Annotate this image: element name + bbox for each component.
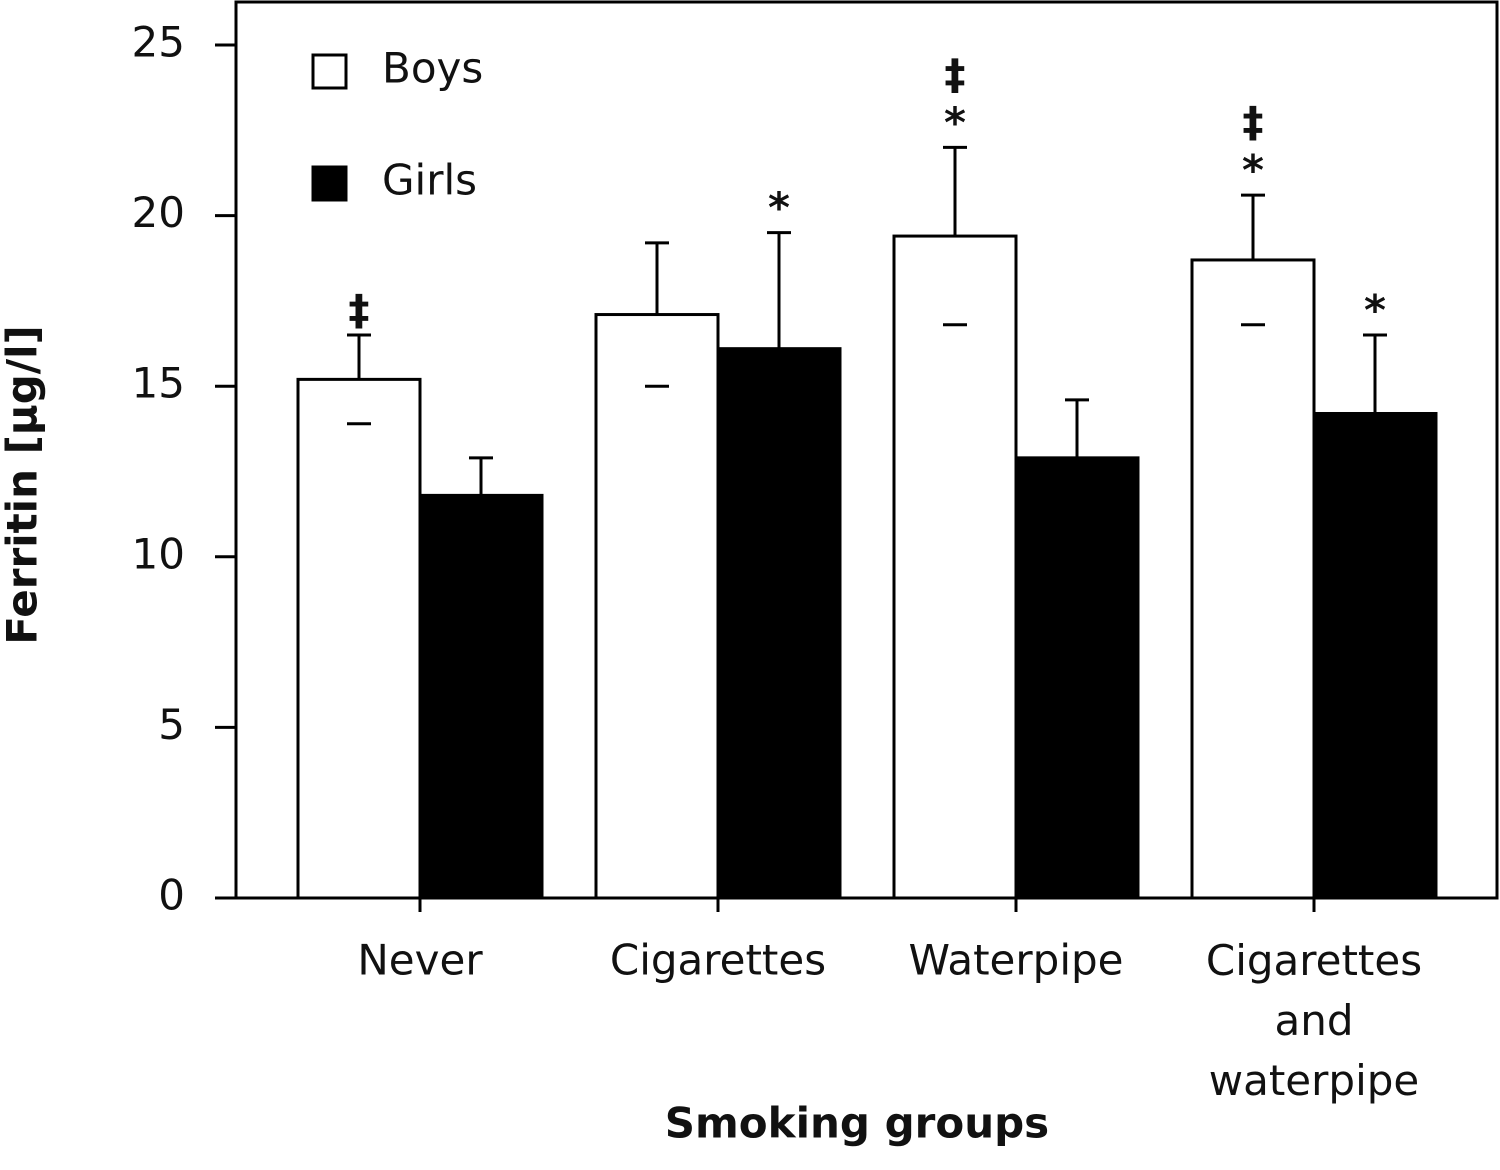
y-tick-label: 15 [132,359,185,408]
bar [1312,411,1438,900]
significance-marker: ‡ [349,286,370,335]
legend-swatch [311,165,348,202]
legend-label: Girls [382,156,477,205]
bar [418,493,544,900]
bar [594,313,720,900]
significance-marker: ‡ [1243,98,1264,147]
bar [1014,456,1140,900]
x-tick-label: Cigarettes [610,936,826,985]
significance-marker: ‡ [945,50,966,99]
y-tick-label: 5 [158,700,185,749]
significance-marker: * [1364,286,1386,335]
y-tick-label: 20 [132,188,185,237]
x-tick-label: Cigarettes and waterpipe [1206,936,1422,1105]
bar [892,234,1018,900]
x-tick-label: Waterpipe [909,936,1124,985]
significance-marker: * [944,98,966,147]
bar [296,377,422,900]
y-tick-label: 25 [132,18,185,67]
x-axis-label: Smoking groups [665,1099,1049,1148]
bar [716,347,842,900]
significance-marker: * [1242,146,1264,195]
y-tick-label: 0 [158,871,185,920]
legend-swatch [311,53,348,90]
x-tick-label: Never [357,936,483,985]
y-tick-label: 10 [132,529,185,578]
significance-marker: * [768,183,790,232]
bar [1190,258,1316,900]
y-axis-label: Ferritin [µg/l] [0,325,47,644]
legend-label: Boys [382,44,483,93]
